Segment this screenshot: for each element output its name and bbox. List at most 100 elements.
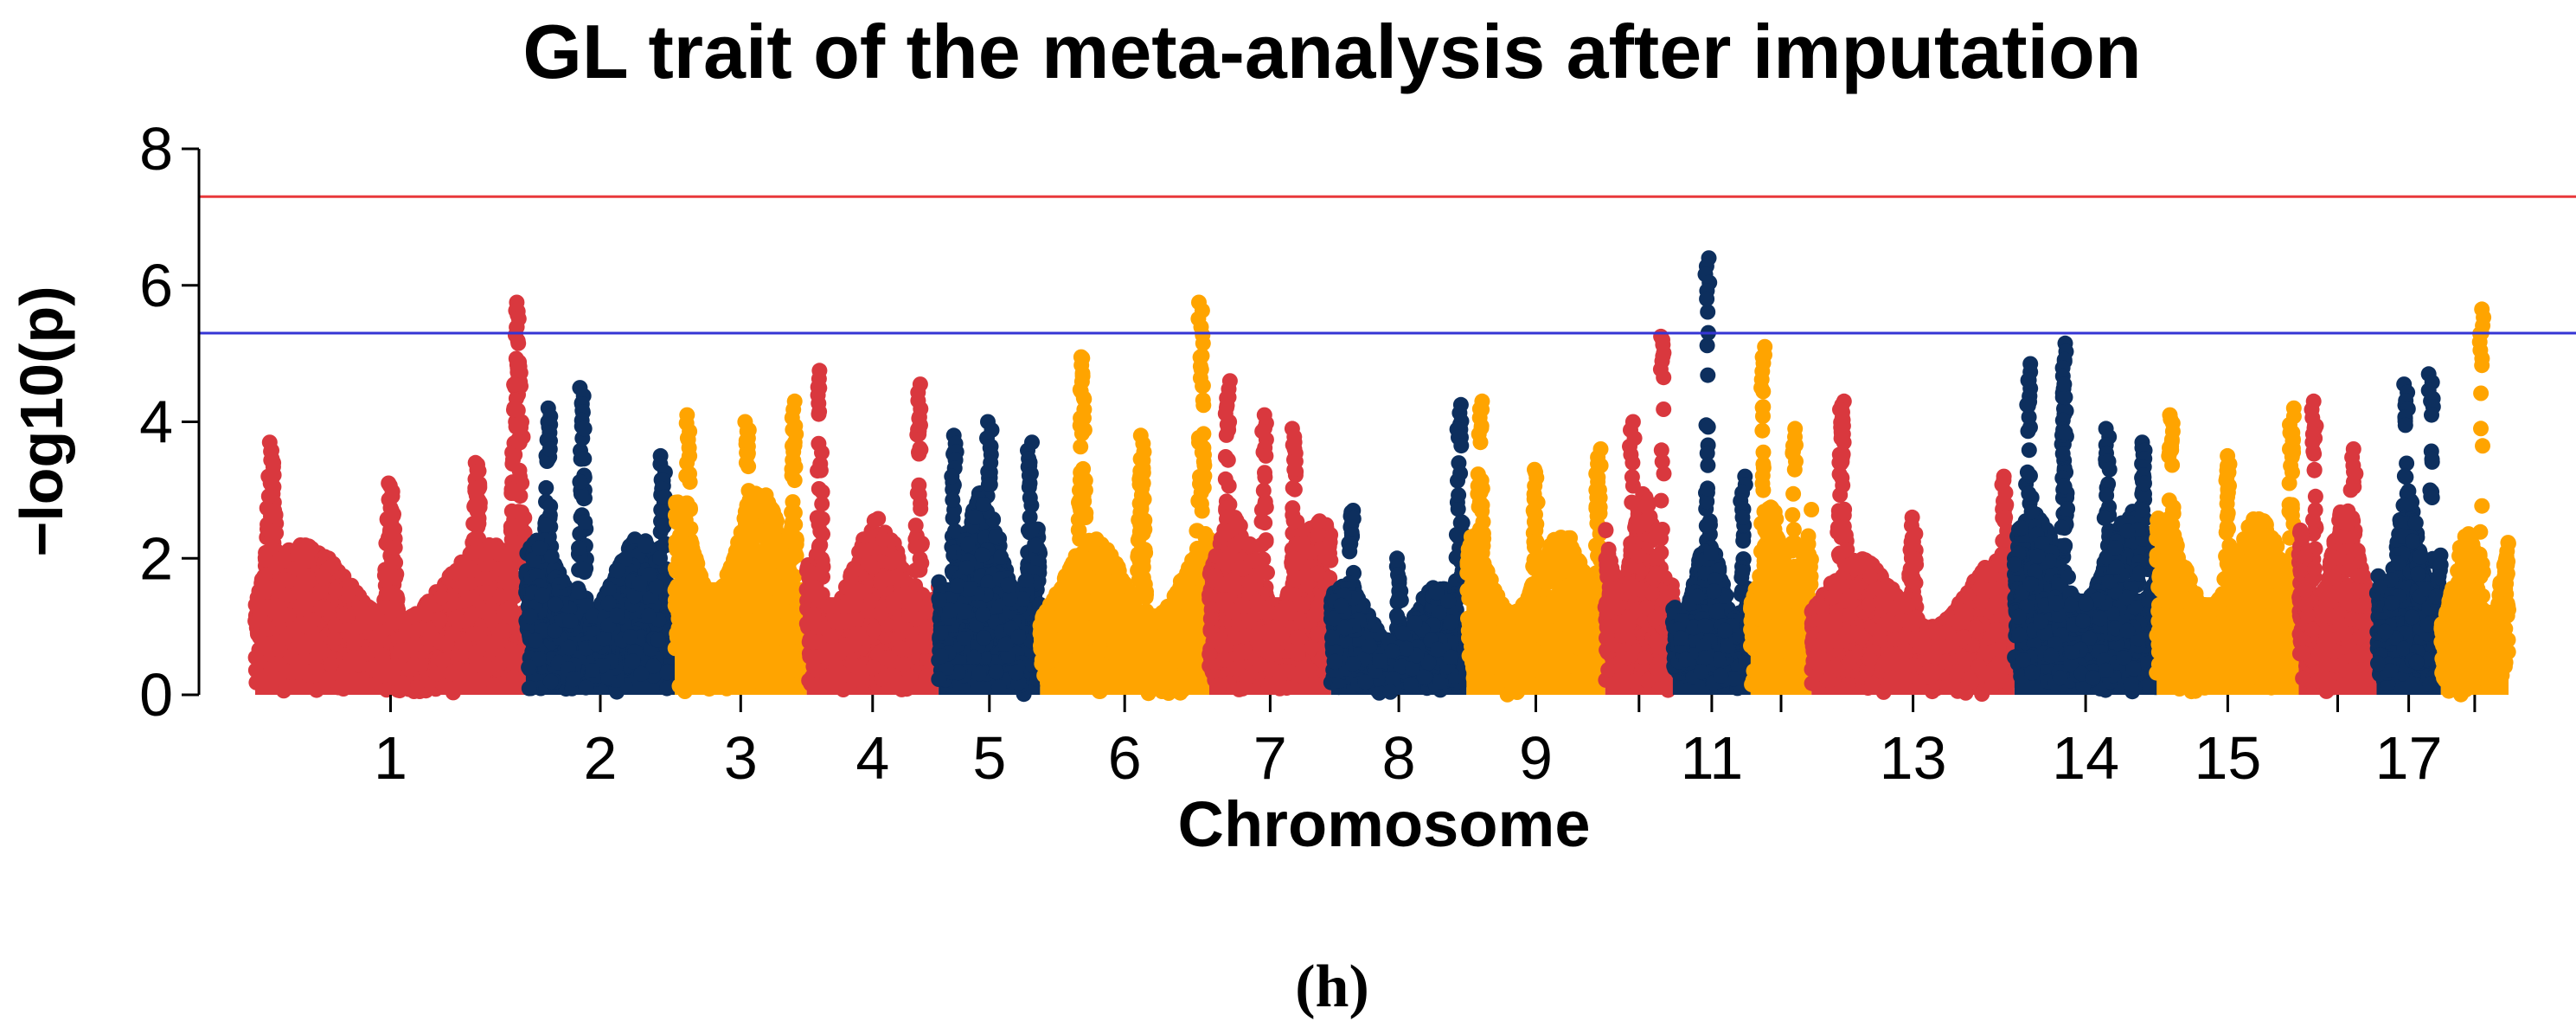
snp-point (956, 603, 972, 620)
snp-point (506, 376, 522, 393)
snp-point (911, 477, 927, 493)
snp-point (963, 581, 979, 597)
snp-point (669, 579, 685, 595)
snp-point (492, 561, 509, 577)
snp-point (394, 675, 411, 691)
snp-point (883, 652, 899, 668)
snp-point (528, 633, 543, 649)
snp-point (975, 607, 991, 623)
snp-point (881, 570, 897, 587)
snp-point (700, 582, 716, 599)
snp-point (811, 539, 827, 556)
snp-point (971, 665, 987, 682)
snp-point (727, 563, 743, 580)
snp-point (913, 555, 930, 571)
snp-point (769, 645, 785, 661)
snp-point (457, 637, 473, 653)
snp-point (637, 537, 653, 554)
snp-point (378, 586, 394, 602)
snp-point (883, 667, 899, 684)
snp-point (982, 477, 998, 493)
snp-point (931, 671, 947, 687)
snp-point (491, 656, 508, 672)
snp-point (659, 665, 676, 681)
snp-point (670, 505, 687, 522)
snp-point (471, 511, 487, 526)
snp-point (439, 636, 455, 652)
snp-point (503, 481, 520, 498)
snp-point (596, 631, 612, 647)
snp-point (285, 665, 300, 681)
snp-point (907, 517, 924, 534)
chromosome-2-points (518, 380, 682, 700)
snp-point (521, 680, 537, 697)
peak-point (262, 475, 279, 491)
snp-point (975, 497, 991, 512)
snp-point (460, 590, 477, 607)
snp-point (687, 594, 703, 611)
snp-point (873, 606, 889, 622)
snp-point (988, 529, 1004, 545)
snp-point (894, 572, 911, 588)
peak-point (913, 417, 928, 434)
snp-point (692, 660, 708, 677)
snp-point (495, 622, 511, 639)
snp-point (600, 581, 617, 598)
snp-point (398, 622, 414, 639)
snp-point (652, 550, 668, 566)
snp-point (907, 538, 924, 555)
snp-point (521, 659, 537, 676)
snp-point (749, 611, 766, 627)
chromosome-5-points (931, 414, 1048, 703)
snp-point (368, 606, 385, 622)
snp-point (510, 504, 527, 520)
snp-point (374, 649, 390, 665)
data-points (247, 250, 2516, 703)
snp-point (956, 631, 972, 646)
snp-point (740, 562, 757, 579)
snp-point (464, 607, 480, 623)
snp-point (571, 583, 587, 600)
snp-point (669, 626, 685, 641)
snp-point (683, 536, 700, 552)
snp-point (748, 498, 765, 515)
snp-point (805, 607, 822, 623)
snp-point (475, 656, 491, 672)
snp-point (522, 608, 538, 625)
snp-point (565, 671, 581, 688)
snp-point (610, 562, 626, 579)
peak-point (786, 434, 803, 451)
snp-point (739, 627, 755, 644)
snp-point (640, 607, 657, 624)
snp-point (669, 542, 685, 558)
snp-point (784, 643, 800, 659)
snp-point (896, 678, 913, 694)
snp-point (420, 594, 437, 610)
snp-point (849, 611, 865, 627)
snp-point (1018, 573, 1035, 588)
snp-point (827, 613, 843, 630)
snp-point (1028, 537, 1044, 554)
snp-point (576, 451, 593, 467)
snp-point (913, 441, 929, 458)
snp-point (548, 596, 564, 613)
snp-point (875, 531, 892, 548)
snp-point (355, 610, 371, 626)
snp-point (401, 661, 418, 678)
snp-point (785, 658, 801, 674)
snp-point (458, 662, 475, 678)
peak-point (510, 335, 527, 351)
snp-point (682, 474, 698, 491)
snp-point (326, 632, 343, 648)
snp-point (933, 625, 949, 641)
snp-point (562, 613, 579, 629)
snp-point (932, 648, 949, 665)
snp-point (497, 678, 513, 694)
snp-point (814, 496, 830, 512)
snp-point (849, 630, 866, 646)
snp-point (259, 599, 275, 615)
snp-point (866, 512, 882, 529)
snp-point (542, 498, 559, 514)
snp-point (293, 654, 309, 671)
snp-point (575, 561, 592, 577)
